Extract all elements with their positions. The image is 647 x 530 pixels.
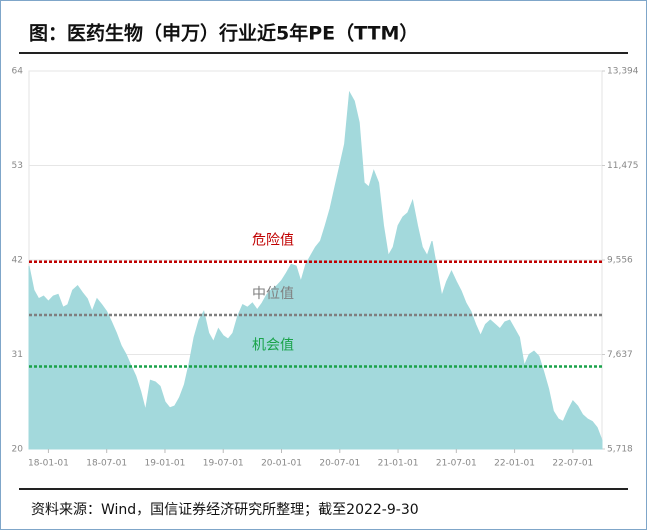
- y2-tick-label: 5,718: [607, 445, 633, 455]
- reference-label: 机会值: [252, 338, 294, 354]
- y2-tick-label: 9,556: [607, 256, 633, 266]
- reference-label: 中位值: [252, 286, 294, 302]
- y-tick-label: 53: [12, 161, 23, 171]
- x-tick-label: 21-07-01: [436, 459, 477, 469]
- x-tick-label: 18-01-01: [28, 459, 69, 469]
- x-tick-label: 22-01-01: [494, 459, 535, 469]
- x-tick-label: 20-07-01: [319, 459, 360, 469]
- reference-label: 危险值: [252, 233, 294, 249]
- y2-tick-label: 7,637: [607, 350, 633, 360]
- chart-title: 图：医药生物（申万）行业近5年PE（TTM）: [29, 22, 418, 45]
- source-note: 资料来源：Wind，国信证券经济研究所整理；截至2022-9-30: [31, 502, 419, 518]
- y2-tick-label: 13,394: [607, 67, 639, 77]
- y-tick-label: 20: [12, 445, 24, 455]
- y2-tick-label: 11,475: [607, 161, 639, 171]
- x-tick-label: 22-07-01: [552, 459, 593, 469]
- x-tick-label: 18-07-01: [86, 459, 127, 469]
- area: [28, 90, 603, 450]
- x-tick-label: 21-01-01: [378, 459, 419, 469]
- y-tick-label: 31: [12, 350, 23, 360]
- x-tick-label: 19-01-01: [145, 459, 186, 469]
- y-tick-label: 42: [12, 256, 23, 266]
- x-tick-label: 19-07-01: [203, 459, 244, 469]
- x-tick-label: 20-01-01: [261, 459, 302, 469]
- y-tick-label: 64: [12, 67, 24, 77]
